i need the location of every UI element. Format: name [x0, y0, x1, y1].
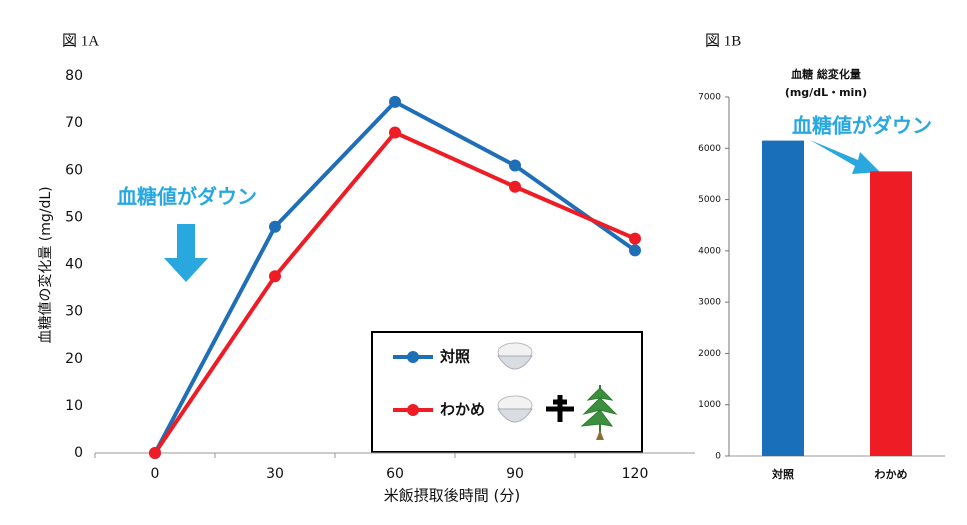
x-tick-label: 120 — [622, 466, 649, 482]
bar — [762, 140, 804, 457]
point — [389, 95, 401, 108]
point — [509, 159, 521, 172]
point — [389, 126, 401, 139]
y-axis-label: 血糖値の変化量 (mg/dL) — [37, 186, 54, 343]
point — [149, 447, 161, 459]
y-tick-label: 0 — [715, 452, 721, 462]
point — [629, 244, 641, 257]
legend-marker — [407, 404, 419, 416]
plus-sign — [546, 395, 574, 422]
point — [269, 220, 281, 233]
y-tick-label: 2000 — [698, 349, 721, 359]
subtitle: 血糖 総変化量 — [791, 67, 861, 81]
legend-label: わかめ — [440, 401, 485, 419]
y-tick-label: 6000 — [698, 144, 721, 154]
chart-title: 図 1A — [62, 32, 99, 49]
unit-label: (mg/dL・min) — [785, 86, 867, 99]
y-tick-label: 60 — [65, 162, 83, 178]
legend-marker — [407, 351, 419, 363]
y-tick-label: 10 — [65, 398, 83, 414]
y-tick-label: 4000 — [698, 246, 721, 256]
x-tick-label: 対照 — [771, 467, 794, 481]
point — [269, 270, 281, 283]
rice-bowl-icon — [497, 395, 533, 423]
rice-bowl-icon — [497, 342, 533, 370]
legend-label: 対照 — [439, 348, 470, 366]
down-arrow — [164, 224, 208, 282]
seaweed-icon — [580, 385, 618, 440]
y-tick-label: 7000 — [698, 93, 721, 103]
y-tick-label: 1000 — [698, 400, 721, 410]
point — [509, 180, 521, 193]
annotation: 血糖値がダウン — [792, 114, 932, 138]
annotation-arrow — [810, 140, 880, 174]
x-axis-label: 米飯摂取後時間 (分) — [384, 487, 520, 505]
y-tick-label: 3000 — [698, 298, 721, 308]
chart-title: 図 1B — [705, 32, 741, 49]
bar — [870, 171, 912, 456]
point — [629, 232, 641, 245]
x-tick-label: 0 — [151, 466, 160, 482]
x-tick-label: 30 — [266, 466, 284, 482]
y-tick-label: 0 — [74, 445, 83, 461]
y-tick-label: 80 — [65, 68, 83, 84]
annotation: 血糖値がダウン — [117, 185, 257, 209]
y-tick-label: 30 — [65, 304, 83, 320]
y-tick-label: 20 — [65, 351, 83, 367]
y-tick-label: 5000 — [698, 195, 721, 205]
y-tick-label: 40 — [65, 257, 83, 273]
x-tick-label: 60 — [386, 466, 404, 482]
y-tick-label: 50 — [65, 209, 83, 225]
y-tick-label: 70 — [65, 115, 83, 131]
x-tick-label: わかめ — [875, 468, 908, 481]
x-tick-label: 90 — [506, 466, 524, 482]
